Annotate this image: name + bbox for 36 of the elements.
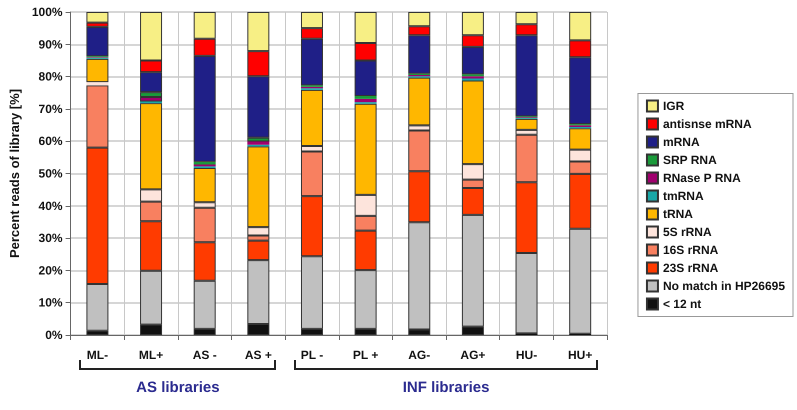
legend-label: IGR (662, 99, 685, 113)
x-tick-label: ML- (86, 348, 108, 362)
legend-label: tRNA (662, 207, 694, 221)
x-tick-label: AG- (408, 348, 430, 362)
legend-label: SRP RNA (662, 153, 718, 167)
y-tick-label: 80% (38, 70, 63, 84)
x-tick-label: AG+ (460, 348, 486, 362)
y-tick-label: 40% (38, 198, 63, 213)
y-tick-label: 30% (38, 231, 63, 246)
y-tick-label: 0% (45, 328, 63, 342)
legend-label: tmRNA (662, 189, 704, 203)
text: INF libraries (402, 379, 490, 396)
legend-label: mRNA (662, 135, 700, 149)
legend-label: 16S rRNA (662, 243, 719, 257)
y-tick-label: 50% (38, 166, 63, 180)
y-tick-label: 100% (32, 5, 63, 19)
y-tick-label: 90% (38, 37, 63, 52)
text: AS libraries (136, 379, 220, 396)
legend-label: 23S rRNA (662, 261, 719, 275)
x-tick-label: ML+ (138, 348, 164, 362)
x-tick-label: HU+ (568, 348, 592, 362)
legend-label: < 12 nt (662, 297, 702, 311)
x-tick-label: AS - (192, 348, 217, 362)
x-tick-label: AS + (244, 348, 272, 362)
x-tick-label: PL - (300, 348, 324, 362)
x-tick-label: PL + (352, 348, 378, 362)
y-tick-label: 10% (38, 296, 63, 310)
y-tick-label: 20% (38, 263, 63, 278)
y-tick-label: 60% (38, 134, 63, 148)
y-axis-title: Percent reads of library [%] (7, 88, 22, 258)
legend-label: No match in HP26695 (662, 279, 786, 293)
x-tick-label: HU- (516, 348, 538, 362)
legend-label: antisnse mRNA (662, 117, 752, 131)
y-tick-label: 70% (38, 102, 63, 116)
legend-label: RNase P RNA (662, 171, 742, 185)
legend-label: 5S rRNA (662, 225, 712, 239)
